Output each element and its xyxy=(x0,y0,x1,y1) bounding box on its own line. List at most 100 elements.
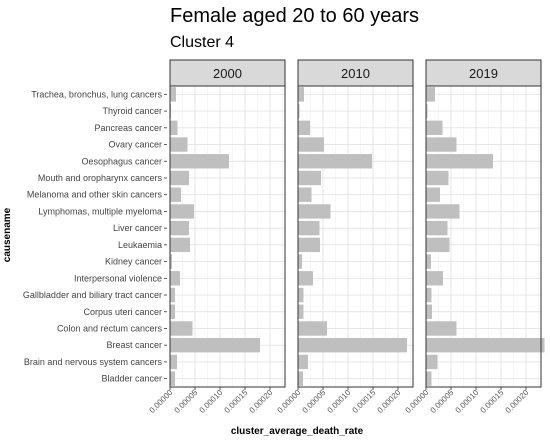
bar xyxy=(426,371,432,386)
y-tick-label: Trachea, bronchus, lung cancers xyxy=(31,89,162,99)
bar xyxy=(426,120,443,135)
y-axis-label: causename xyxy=(2,207,13,262)
bar xyxy=(426,187,440,202)
y-tick-label: Lymphomas, multiple myeloma xyxy=(38,206,162,216)
bar xyxy=(170,170,189,186)
bar xyxy=(298,204,331,219)
bar xyxy=(426,103,428,119)
facet-strip xyxy=(425,59,542,87)
panel-border xyxy=(425,85,542,388)
x-tick-label: 0.00015 xyxy=(351,388,378,415)
bar xyxy=(426,87,435,102)
x-tick-label: 0.00015 xyxy=(223,388,250,415)
bar xyxy=(426,220,448,236)
panel-background xyxy=(170,86,285,387)
x-axis-label: cluster_average_death_rate xyxy=(231,426,364,437)
bar xyxy=(426,271,443,286)
y-tick-label: Kidney cancer xyxy=(105,257,162,267)
facet-strip xyxy=(169,59,286,87)
bar xyxy=(170,187,181,202)
x-tick-label: 0.00015 xyxy=(479,388,506,415)
panel-border xyxy=(169,85,286,388)
bar xyxy=(170,354,177,370)
facet-label: 2019 xyxy=(469,66,498,81)
y-tick-label: Breast cancer xyxy=(106,340,162,350)
bar xyxy=(170,137,188,152)
y-tick-label: Interpersonal violence xyxy=(74,273,162,283)
bar xyxy=(426,304,432,319)
bar xyxy=(170,120,178,135)
y-tick-label: Ovary cancer xyxy=(108,140,162,150)
bar xyxy=(298,137,324,152)
bar xyxy=(170,204,194,219)
y-tick-label: Oesophagus cancer xyxy=(81,156,162,166)
x-tick-label: 0.00020 xyxy=(376,388,403,415)
y-tick-label: Liver cancer xyxy=(113,223,162,233)
bar xyxy=(298,220,320,236)
y-tick-label: Thyroid cancer xyxy=(102,106,162,116)
bar xyxy=(426,254,431,269)
chart-subtitle: Cluster 4 xyxy=(170,34,234,51)
bar xyxy=(426,287,432,303)
y-tick-label: Mouth and oropharynx cancers xyxy=(38,173,163,183)
x-tick-label: 0.00005 xyxy=(301,388,328,415)
panel-border xyxy=(297,85,414,388)
bar xyxy=(298,371,303,386)
panel-background xyxy=(426,86,541,387)
bar xyxy=(298,87,304,102)
bar xyxy=(426,204,460,219)
y-tick-label: Gallbladder and biliary tract cancer xyxy=(23,290,162,300)
bar xyxy=(426,237,450,253)
y-tick-label: Leukaemia xyxy=(118,240,162,250)
bar xyxy=(170,271,180,286)
bar xyxy=(298,338,407,353)
y-tick-label: Bladder cancer xyxy=(101,374,162,384)
x-tick-label: 0.00010 xyxy=(454,388,481,415)
x-tick-label: 0.00020 xyxy=(504,388,531,415)
facet-strip xyxy=(297,59,414,87)
x-tick-label: 0.00000 xyxy=(404,388,431,415)
y-tick-label: Corpus uteri cancer xyxy=(83,307,162,317)
bar xyxy=(298,170,321,186)
bar xyxy=(170,254,172,269)
bar xyxy=(170,321,193,336)
x-tick-label: 0.00005 xyxy=(429,388,456,415)
bar xyxy=(298,120,310,135)
bar xyxy=(170,338,260,353)
x-tick-label: 0.00010 xyxy=(326,388,353,415)
y-tick-label: Brain and nervous system cancers xyxy=(24,357,163,367)
y-tick-label: Melanoma and other skin cancers xyxy=(27,190,163,200)
bar xyxy=(170,237,190,253)
facet-label: 2000 xyxy=(213,66,242,81)
bar xyxy=(298,237,320,253)
bar xyxy=(298,304,304,319)
panel-background xyxy=(298,86,413,387)
bar xyxy=(298,154,372,169)
bar xyxy=(426,338,545,353)
x-tick-label: 0.00000 xyxy=(276,388,303,415)
bar xyxy=(298,354,308,370)
bar xyxy=(170,220,189,236)
bar xyxy=(426,354,438,370)
bar xyxy=(298,254,302,269)
bar xyxy=(170,287,175,303)
bar xyxy=(170,304,175,319)
bar xyxy=(426,170,449,186)
x-tick-label: 0.00000 xyxy=(148,388,175,415)
bar xyxy=(426,321,457,336)
chart-title: Female aged 20 to 60 years xyxy=(170,5,419,27)
y-tick-label: Colon and rectum cancers xyxy=(57,323,163,333)
y-tick-label: Pancreas cancer xyxy=(94,123,162,133)
bar xyxy=(298,287,304,303)
bar xyxy=(170,154,229,169)
bar xyxy=(298,271,313,286)
x-tick-label: 0.00020 xyxy=(248,388,275,415)
bar xyxy=(426,154,493,169)
x-tick-label: 0.00010 xyxy=(198,388,225,415)
bar xyxy=(170,371,175,386)
bar xyxy=(298,321,327,336)
facet-label: 2010 xyxy=(341,66,370,81)
bar xyxy=(298,103,300,119)
x-tick-label: 0.00005 xyxy=(173,388,200,415)
